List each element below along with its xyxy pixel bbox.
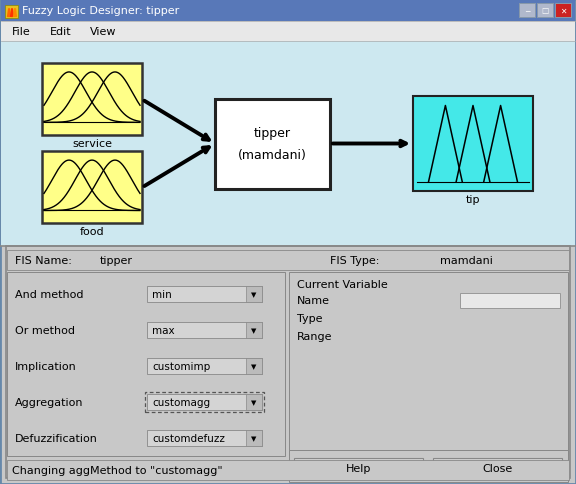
Bar (147, 394, 262, 410)
Text: FIS Name:: FIS Name: (15, 256, 72, 265)
Bar (289, 272, 568, 456)
Text: Close: Close (482, 463, 513, 473)
Bar (519, 4, 535, 18)
Text: customdefuzz: customdefuzz (152, 433, 225, 443)
Bar (6, 246, 570, 478)
Text: customimp: customimp (152, 361, 210, 371)
Text: ✕: ✕ (560, 6, 566, 15)
Bar (42, 152, 142, 224)
Text: tipper: tipper (254, 127, 291, 140)
Text: ▼: ▼ (251, 291, 257, 297)
Text: FIS Type:: FIS Type: (330, 256, 380, 265)
Bar (42, 64, 142, 136)
Bar (215, 99, 330, 189)
Bar (147, 287, 262, 302)
Text: Help: Help (346, 463, 371, 473)
Text: min: min (152, 289, 172, 300)
Text: ▼: ▼ (251, 435, 257, 441)
Bar (147, 430, 262, 446)
Text: ▼: ▼ (251, 327, 257, 333)
Bar (145, 392, 264, 412)
Text: food: food (79, 227, 104, 237)
Bar (294, 458, 423, 478)
Bar (289, 450, 568, 482)
Bar (147, 358, 262, 374)
Text: (mamdani): (mamdani) (238, 149, 307, 162)
Bar (7, 251, 569, 271)
Text: customagg: customagg (152, 397, 210, 407)
Text: Defuzzification: Defuzzification (15, 433, 98, 443)
Text: Implication: Implication (15, 361, 77, 371)
Text: ▼: ▼ (251, 363, 257, 369)
Bar (555, 4, 571, 18)
Text: Aggregation: Aggregation (15, 397, 84, 407)
Text: □: □ (541, 6, 548, 15)
Bar (246, 394, 262, 410)
Text: File: File (12, 27, 31, 37)
Bar (246, 358, 262, 374)
Text: Changing aggMethod to "customagg": Changing aggMethod to "customagg" (12, 465, 223, 475)
Text: mamdani: mamdani (440, 256, 493, 265)
Text: Name: Name (297, 295, 330, 305)
Text: ─: ─ (525, 6, 529, 15)
Text: tip: tip (466, 195, 480, 205)
Bar (413, 97, 533, 192)
Text: And method: And method (15, 289, 84, 300)
Bar (246, 322, 262, 338)
Bar (7, 460, 569, 480)
Bar (1, 22, 575, 42)
Text: Fuzzy Logic Designer: tipper: Fuzzy Logic Designer: tipper (22, 6, 179, 16)
Text: service: service (72, 139, 112, 149)
Text: Or method: Or method (15, 325, 75, 335)
Text: Range: Range (297, 332, 332, 341)
Bar (537, 4, 553, 18)
Text: Edit: Edit (50, 27, 71, 37)
Text: tipper: tipper (100, 256, 133, 265)
Text: max: max (152, 325, 175, 335)
Bar (460, 293, 560, 308)
Bar (1, 1, 575, 22)
Text: Type: Type (297, 313, 323, 323)
Bar (7, 272, 285, 456)
Bar (433, 458, 562, 478)
Bar (246, 287, 262, 302)
Bar (1, 42, 575, 246)
Bar (5, 6, 18, 19)
Text: ▼: ▼ (251, 399, 257, 405)
Text: View: View (90, 27, 116, 37)
Bar (246, 430, 262, 446)
Bar (147, 322, 262, 338)
Text: Current Variable: Current Variable (297, 279, 388, 289)
